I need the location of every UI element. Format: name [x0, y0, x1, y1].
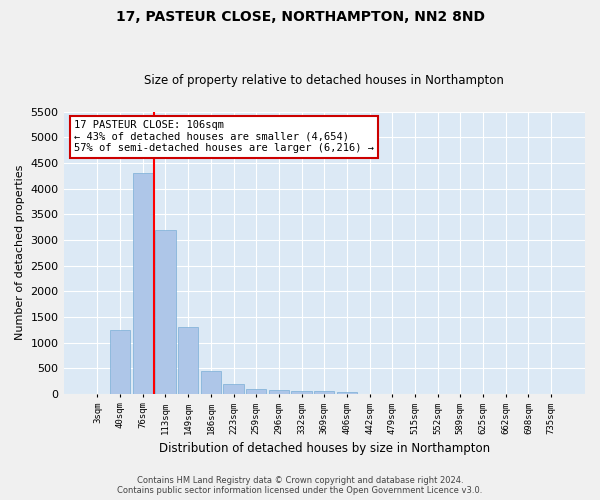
Text: 17 PASTEUR CLOSE: 106sqm
← 43% of detached houses are smaller (4,654)
57% of sem: 17 PASTEUR CLOSE: 106sqm ← 43% of detach… — [74, 120, 374, 154]
Bar — [269, 390, 289, 394]
X-axis label: Distribution of detached houses by size in Northampton: Distribution of detached houses by size … — [159, 442, 490, 455]
Bar — [155, 230, 176, 394]
Y-axis label: Number of detached properties: Number of detached properties — [15, 165, 25, 340]
Bar — [292, 390, 312, 394]
Bar — [246, 388, 266, 394]
Bar — [314, 391, 334, 394]
Bar — [337, 392, 357, 394]
Bar — [133, 174, 153, 394]
Bar — [200, 370, 221, 394]
Bar — [178, 327, 199, 394]
Text: Contains HM Land Registry data © Crown copyright and database right 2024.
Contai: Contains HM Land Registry data © Crown c… — [118, 476, 482, 495]
Bar — [223, 384, 244, 394]
Title: Size of property relative to detached houses in Northampton: Size of property relative to detached ho… — [145, 74, 504, 87]
Bar — [110, 330, 130, 394]
Text: 17, PASTEUR CLOSE, NORTHAMPTON, NN2 8ND: 17, PASTEUR CLOSE, NORTHAMPTON, NN2 8ND — [115, 10, 485, 24]
